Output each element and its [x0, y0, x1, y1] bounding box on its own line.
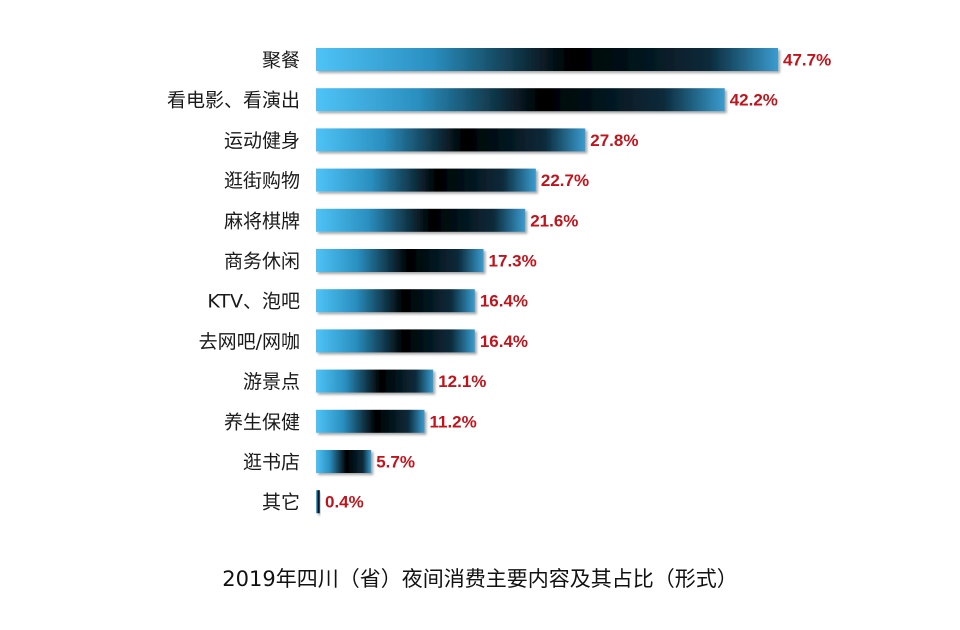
bar-7: [316, 329, 475, 353]
category-label-11: 其它: [262, 492, 300, 514]
bar-10: [316, 450, 372, 473]
value-label-6: 16.4%: [480, 292, 528, 311]
category-label-6: KTV、泡吧: [207, 291, 300, 313]
bar-4: [316, 208, 526, 232]
category-label-2: 运动健身: [224, 130, 300, 152]
category-label-0: 聚餐: [262, 50, 300, 72]
bar-8: [316, 369, 434, 393]
bars: [316, 48, 778, 514]
value-label-11: 0.4%: [325, 493, 364, 512]
value-label-0: 47.7%: [783, 51, 831, 70]
value-label-8: 12.1%: [438, 372, 486, 391]
category-label-1: 看电影、看演出: [167, 90, 300, 112]
value-labels: 47.7% 42.2% 27.8% 22.7% 21.6% 17.3% 16.4% 16.4%…: [325, 51, 831, 512]
value-label-3: 22.7%: [541, 171, 589, 190]
bar-0: [316, 48, 778, 71]
bar-5: [316, 249, 484, 272]
category-label-4: 麻将棋牌: [224, 210, 300, 232]
value-label-1: 42.2%: [730, 91, 778, 110]
chart-title: 2019年四川（省）夜间消费主要内容及其占比（形式）: [222, 567, 737, 591]
bar-3: [316, 168, 536, 192]
value-label-7: 16.4%: [480, 332, 528, 351]
value-label-2: 27.8%: [590, 131, 638, 150]
bar-1: [316, 88, 725, 112]
category-label-5: 商务休闲: [224, 251, 300, 273]
value-label-5: 17.3%: [489, 252, 537, 271]
value-label-10: 5.7%: [376, 453, 415, 472]
value-label-9: 11.2%: [429, 412, 476, 431]
category-label-3: 逛街购物: [224, 170, 300, 192]
category-label-8: 游景点: [243, 371, 300, 393]
bar-11: [316, 490, 320, 514]
bar-6: [316, 289, 475, 313]
category-label-9: 养生保健: [224, 411, 300, 433]
category-label-7: 去网吧/网咖: [199, 331, 300, 353]
bar-2: [316, 128, 586, 152]
value-label-4: 21.6%: [530, 211, 578, 230]
bar-9: [316, 409, 425, 433]
category-label-10: 逛书店: [243, 452, 300, 474]
